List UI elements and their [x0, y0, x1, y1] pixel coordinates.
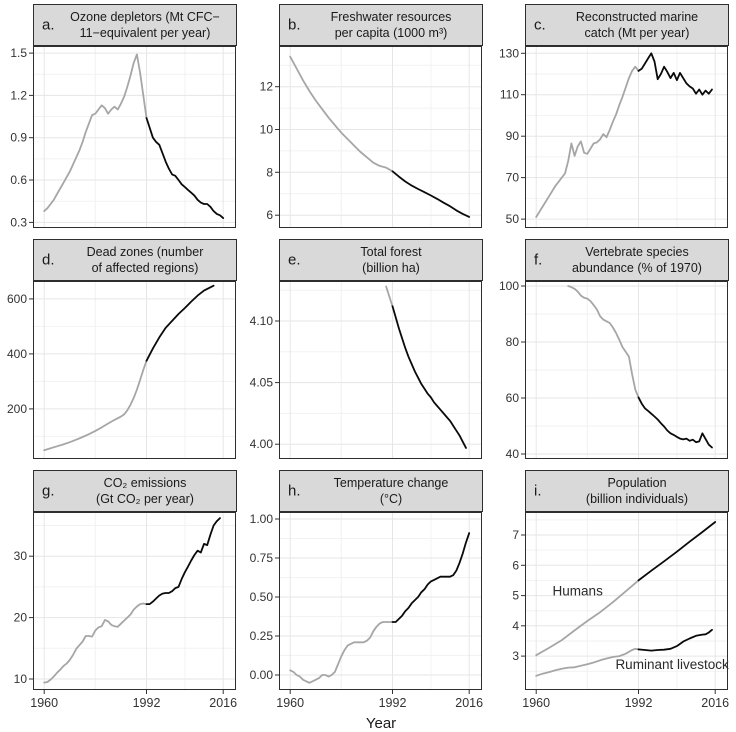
panel-letter: h.	[288, 482, 301, 500]
panel-title: Ozone depletors (Mt CFC− 11−equivalent p…	[70, 10, 220, 40]
svg-text:5: 5	[512, 589, 519, 603]
panel-letter: d.	[42, 251, 55, 269]
svg-text:70: 70	[506, 171, 520, 185]
svg-text:90: 90	[506, 129, 520, 143]
svg-text:2016: 2016	[209, 696, 237, 710]
svg-text:1992: 1992	[133, 696, 161, 710]
svg-text:2016: 2016	[701, 696, 729, 710]
svg-text:2016: 2016	[455, 696, 483, 710]
svg-text:1.2: 1.2	[10, 88, 27, 102]
panel-title: Reconstructed marine catch (Mt per year)	[575, 10, 699, 40]
svg-text:8: 8	[266, 165, 273, 179]
panel-header: c. Reconstructed marine catch (Mt per ye…	[525, 4, 729, 46]
svg-text:7: 7	[512, 528, 519, 542]
panel-letter: a.	[42, 16, 55, 34]
panel-title: CO₂ emissions (Gt CO₂ per year)	[96, 476, 194, 506]
panel-header: b. Freshwater resources per capita (1000…	[279, 4, 483, 46]
svg-text:110: 110	[500, 88, 519, 102]
svg-text:1960: 1960	[522, 696, 550, 710]
freshwater-chart: 6 8 10 12	[246, 46, 483, 228]
svg-text:0.6: 0.6	[10, 173, 27, 187]
panel-total-forest: e. Total forest (billion ha) 4.00 4.05 4.1…	[246, 239, 483, 459]
svg-text:12: 12	[260, 80, 274, 94]
svg-text:Ruminant livestock: Ruminant livestock	[615, 657, 729, 672]
svg-text:100: 100	[499, 281, 519, 293]
svg-text:6: 6	[266, 208, 273, 222]
panel-population: i. Population (billion individuals) Huma…	[492, 470, 729, 714]
svg-text:80: 80	[506, 335, 520, 349]
panel-title: Temperature change (°C)	[333, 476, 449, 506]
panel-letter: c.	[534, 16, 546, 34]
svg-text:3: 3	[512, 649, 519, 663]
total-forest-chart: 4.00 4.05 4.10	[246, 281, 483, 459]
population-chart: Humans Ruminant livestock 3 4 5 6 7 1960 1992 201…	[492, 512, 729, 714]
vertebrate-abundance-chart: 40 60 80 100	[492, 281, 729, 459]
panel-header: f. Vertebrate species abundance (% of 19…	[525, 239, 729, 281]
co2-emissions-chart: 10 20 30 1960 1992 2016	[0, 512, 237, 714]
svg-text:1.00: 1.00	[250, 512, 274, 526]
svg-text:0.75: 0.75	[250, 551, 274, 565]
panel-letter: b.	[288, 16, 301, 34]
panel-title: Dead zones (number of affected regions)	[86, 245, 204, 275]
panel-header: h. Temperature change (°C)	[279, 470, 483, 512]
ozone-depletors-chart: 0.3 0.6 0.9 1.2 1.5	[0, 46, 237, 228]
panel-letter: f.	[534, 251, 543, 269]
panel-title: Total forest (billion ha)	[360, 245, 422, 275]
panel-header: a. Ozone depletors (Mt CFC− 11−equivalen…	[33, 4, 237, 46]
svg-text:130: 130	[499, 46, 519, 60]
svg-text:30: 30	[14, 549, 28, 563]
panel-ozone-depletors: a. Ozone depletors (Mt CFC− 11−equivalen…	[0, 4, 237, 228]
svg-text:Humans: Humans	[553, 584, 604, 599]
svg-text:10: 10	[260, 123, 274, 137]
panel-co2-emissions: g. CO₂ emissions (Gt CO₂ per year) 10 20 3…	[0, 470, 237, 714]
panel-title: Population (billion individuals)	[585, 476, 689, 506]
panel-letter: i.	[534, 482, 542, 500]
svg-text:200: 200	[7, 402, 27, 416]
x-axis-title: Year	[365, 715, 397, 732]
temperature-chart: 0.00 0.25 0.50 0.75 1.00 1960 1992 2016	[246, 512, 483, 714]
panel-header: i. Population (billion individuals)	[525, 470, 729, 512]
svg-text:0.00: 0.00	[250, 668, 274, 682]
svg-text:1992: 1992	[625, 696, 653, 710]
svg-text:1.5: 1.5	[10, 46, 27, 60]
panel-dead-zones: d. Dead zones (number of affected region…	[0, 239, 237, 459]
svg-text:0.3: 0.3	[10, 215, 27, 228]
svg-text:4.05: 4.05	[250, 376, 274, 390]
marine-catch-chart: 50 70 90 110 130	[492, 46, 729, 228]
dead-zones-chart: 200 400 600	[0, 281, 237, 459]
svg-text:1960: 1960	[30, 696, 58, 710]
panel-letter: e.	[288, 251, 301, 269]
svg-text:6: 6	[512, 558, 519, 572]
svg-text:20: 20	[14, 611, 28, 625]
svg-text:4.10: 4.10	[250, 314, 274, 328]
facet-grid: a. Ozone depletors (Mt CFC− 11−equivalen…	[0, 4, 736, 714]
svg-text:1992: 1992	[379, 696, 407, 710]
svg-text:50: 50	[506, 212, 520, 226]
svg-text:0.9: 0.9	[10, 131, 27, 145]
panel-title: Freshwater resources per capita (1000 m³…	[330, 10, 452, 40]
svg-text:0.50: 0.50	[250, 590, 274, 604]
svg-text:4.00: 4.00	[250, 437, 274, 451]
panel-title: Vertebrate species abundance (% of 1970)	[572, 245, 702, 275]
svg-text:60: 60	[506, 391, 520, 405]
svg-text:600: 600	[7, 292, 27, 306]
panel-marine-catch: c. Reconstructed marine catch (Mt per ye…	[492, 4, 729, 228]
panel-letter: g.	[42, 482, 55, 500]
panel-header: g. CO₂ emissions (Gt CO₂ per year)	[33, 470, 237, 512]
svg-text:1960: 1960	[276, 696, 304, 710]
svg-text:0.25: 0.25	[250, 629, 274, 643]
svg-text:400: 400	[7, 347, 27, 361]
panel-temperature: h. Temperature change (°C) 0.00 0.25 0.50 0…	[246, 470, 483, 714]
svg-text:10: 10	[14, 672, 28, 686]
svg-text:4: 4	[512, 619, 519, 633]
panel-header: d. Dead zones (number of affected region…	[33, 239, 237, 281]
svg-text:40: 40	[506, 447, 520, 459]
panel-freshwater: b. Freshwater resources per capita (1000…	[246, 4, 483, 228]
panel-header: e. Total forest (billion ha)	[279, 239, 483, 281]
panel-vertebrate-abundance: f. Vertebrate species abundance (% of 19…	[492, 239, 729, 459]
